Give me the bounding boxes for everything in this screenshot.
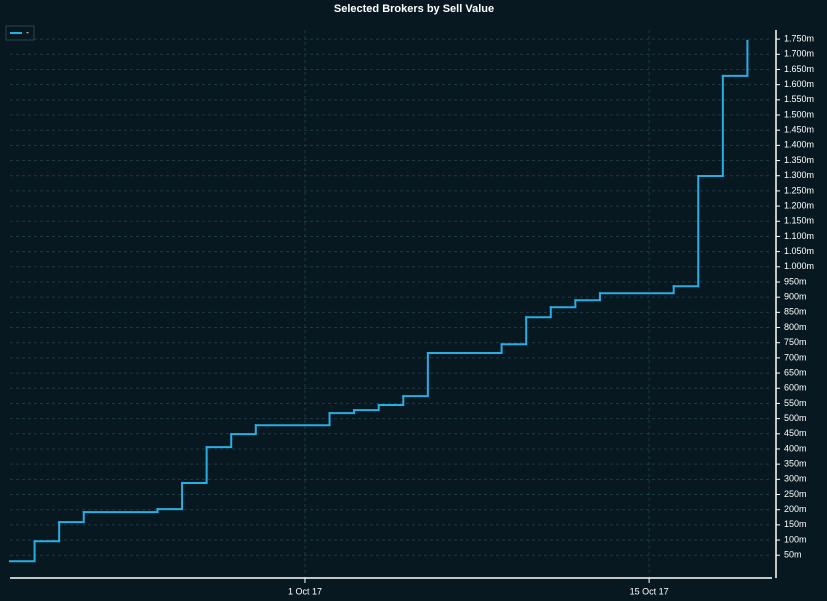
x-tick-label: 1 Oct 17 (288, 586, 322, 596)
y-tick-label: 900m (784, 292, 807, 302)
step-segment (328, 409, 356, 415)
step-segment (721, 39, 749, 77)
chart-title: Selected Brokers by Sell Value (334, 3, 494, 15)
legend-label: - (26, 27, 29, 37)
y-tick-label: 250m (784, 489, 807, 499)
y-tick-label: 1.700m (784, 49, 814, 59)
y-tick-label: 500m (784, 413, 807, 423)
y-tick-label: 1.200m (784, 200, 814, 210)
y-tick-label: 1.600m (784, 79, 814, 89)
y-tick-label: 200m (784, 504, 807, 514)
step-segment (377, 395, 405, 406)
step-segment (230, 424, 257, 436)
y-tick-label: 1.300m (784, 170, 814, 180)
step-segment (82, 508, 159, 514)
step-segment (58, 511, 85, 524)
y-tick-label: 800m (784, 322, 807, 332)
y-tick-label: 550m (784, 398, 807, 408)
step-segment (598, 285, 675, 295)
y-tick-label: 1.100m (784, 231, 814, 241)
y-tick-label: 1.750m (784, 33, 814, 43)
y-tick-label: 1.000m (784, 261, 814, 271)
step-segment (697, 74, 724, 178)
step-segment (549, 299, 577, 309)
y-tick-label: 1.550m (784, 94, 814, 104)
y-tick-label: 1.150m (784, 216, 814, 226)
y-tick-label: 1.250m (784, 185, 814, 195)
step-segment (254, 412, 331, 427)
y-tick-label: 350m (784, 459, 807, 469)
y-tick-label: 850m (784, 307, 807, 317)
y-tick-label: 1.500m (784, 109, 814, 119)
x-tick-label: 15 Oct 17 (630, 586, 669, 596)
y-tick-label: 1.050m (784, 246, 814, 256)
step-segment (402, 352, 429, 398)
step-segment (353, 403, 380, 412)
y-tick-label: 750m (784, 337, 807, 347)
step-segment (525, 306, 552, 319)
y-tick-label: 400m (784, 443, 807, 453)
step-segment (181, 446, 208, 484)
step-segment (500, 316, 528, 346)
step-segment (672, 175, 700, 288)
y-tick-label: 1.450m (784, 125, 814, 135)
step-segment (574, 292, 601, 302)
y-tick-label: 950m (784, 276, 807, 286)
y-tick-label: 1.350m (784, 155, 814, 165)
y-tick-label: 50m (784, 550, 802, 560)
y-tick-label: 700m (784, 352, 807, 362)
y-tick-label: 100m (784, 534, 807, 544)
y-tick-label: 450m (784, 428, 807, 438)
y-tick-label: 1.650m (784, 64, 814, 74)
step-segment (33, 521, 61, 543)
y-tick-label: 650m (784, 367, 807, 377)
y-tick-label: 300m (784, 474, 807, 484)
y-tick-label: 150m (784, 519, 807, 529)
step-segment (426, 343, 503, 355)
step-segment (205, 433, 233, 449)
y-tick-label: 1.400m (784, 140, 814, 150)
step-segment (9, 540, 36, 563)
step-segment (156, 481, 184, 511)
y-tick-label: 600m (784, 383, 807, 393)
